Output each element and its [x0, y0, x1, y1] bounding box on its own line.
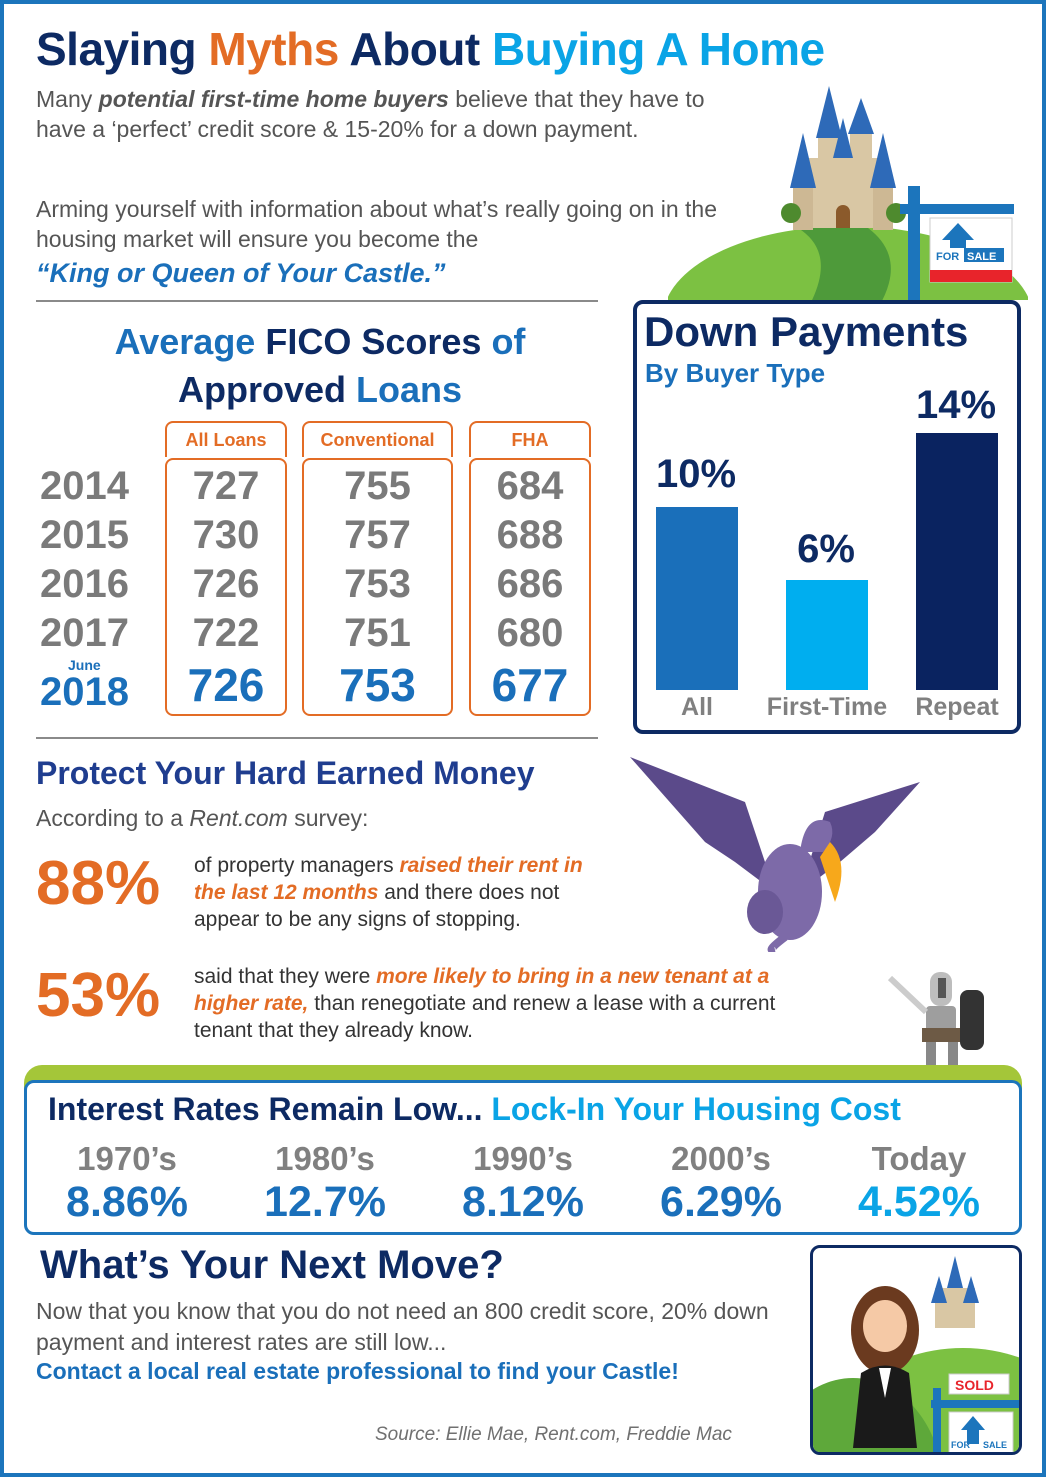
column-box-conventional [302, 458, 453, 716]
table-cell: 727 [192, 464, 260, 508]
down-payments-subtitle: By Buyer Type [645, 358, 826, 388]
rate-value: 6.29% [660, 1178, 782, 1226]
table-cell: 688 [496, 513, 564, 557]
fico-title: Average FICO Scores of Approved Loans [114, 321, 526, 410]
era-label: 1980’s [275, 1140, 375, 1177]
realtor-woman-icon [851, 1286, 919, 1448]
castle-hill-illustration: FOR SALE [668, 86, 1028, 300]
table-cell: 726 [192, 562, 260, 606]
stat-percent: 53% [36, 961, 161, 1030]
svg-text:SALE: SALE [983, 1440, 1007, 1450]
year-label: 2016 [40, 562, 129, 606]
stat-percent: 88% [36, 849, 161, 918]
svg-text:FOR: FOR [936, 251, 959, 263]
table-cell: 757 [344, 513, 411, 557]
bar-label-repeat: Repeat [915, 693, 999, 721]
column-header-conventional: Conventional [302, 421, 453, 457]
svg-text:SALE: SALE [967, 251, 996, 263]
page-title: Slaying Myths About Buying A Home [36, 23, 825, 75]
agent-illustration-panel: SOLD FOR SALE [810, 1245, 1022, 1455]
column-box-fha [469, 458, 591, 716]
knight-illustration [887, 972, 984, 1066]
interest-rates-panel [24, 1080, 1022, 1235]
table-cell: 730 [192, 513, 260, 557]
protect-title: Protect Your Hard Earned Money [36, 755, 535, 791]
dragon-illustration [630, 757, 920, 952]
rate-value-today: 4.52% [858, 1178, 980, 1226]
era-label: 2000’s [671, 1140, 771, 1177]
bar-first-time [786, 580, 868, 690]
stat-text: of property managers raised their rent i… [194, 854, 583, 931]
year-label: 2014 [40, 464, 129, 508]
castle-icon [781, 86, 906, 230]
era-label: 1970’s [77, 1140, 177, 1177]
svg-text:SOLD: SOLD [955, 1377, 994, 1393]
era-label: Today [871, 1140, 967, 1177]
rate-value: 8.86% [66, 1178, 188, 1226]
bar-value-repeat: 14% [915, 383, 997, 427]
bar-label-first-time: First-Time [766, 693, 888, 721]
bar-value-first-time: 6% [797, 527, 855, 571]
table-cell: 753 [344, 562, 411, 606]
next-move-title: What’s Your Next Move? [40, 1243, 504, 1287]
table-cell: 686 [496, 562, 564, 606]
survey-intro: According to a Rent.com survey: [36, 805, 369, 831]
table-cell: 684 [496, 464, 564, 508]
divider [36, 300, 598, 302]
table-cell: 751 [344, 611, 411, 655]
year-label: 2017 [40, 611, 129, 655]
bar-value-all: 10% [655, 452, 737, 496]
table-cell-latest: 726 [187, 659, 265, 711]
column-header-fha: FHA [469, 421, 591, 457]
next-move-cta: Contact a local real estate professional… [36, 1358, 679, 1384]
interest-rates-title: Interest Rates Remain Low... Lock-In You… [48, 1091, 901, 1127]
table-cell: 680 [496, 611, 564, 655]
rate-value: 12.7% [264, 1178, 386, 1226]
intro-paragraph-1: Many potential first-time home buyers be… [36, 86, 705, 142]
bar-all [656, 507, 738, 690]
castle-quote: “King or Queen of Your Castle.” [36, 258, 446, 288]
svg-text:FOR: FOR [951, 1440, 970, 1450]
castle-icon [931, 1256, 979, 1328]
for-sale-sign-icon: FOR SALE [900, 186, 1014, 300]
era-label: 1990’s [473, 1140, 573, 1177]
bar-repeat [916, 433, 998, 690]
table-cell-latest: 753 [339, 659, 416, 711]
table-cell-latest: 677 [491, 659, 569, 711]
intro-paragraph-2: Arming yourself with information about w… [36, 196, 717, 252]
column-box-all-loans [165, 458, 287, 716]
year-label-latest: 2018 [40, 670, 129, 714]
realtor-illustration: SOLD FOR SALE [813, 1256, 1019, 1452]
bar-label-all: All [681, 693, 713, 721]
source-note: Source: Ellie Mae, Rent.com, Freddie Mac [375, 1424, 732, 1445]
column-header-all-loans: All Loans [165, 421, 287, 457]
down-payments-title: Down Payments [644, 308, 969, 355]
month-label: June [68, 657, 101, 673]
divider [36, 737, 598, 739]
stat-text: said that they were more likely to bring… [194, 965, 776, 1042]
table-cell: 722 [192, 611, 260, 655]
sold-sign-icon: SOLD FOR SALE [931, 1373, 1019, 1452]
year-label: 2015 [40, 513, 129, 557]
table-cell: 755 [344, 464, 411, 508]
next-move-body: Now that you know that you do not need a… [36, 1298, 769, 1355]
rate-value: 8.12% [462, 1178, 584, 1226]
